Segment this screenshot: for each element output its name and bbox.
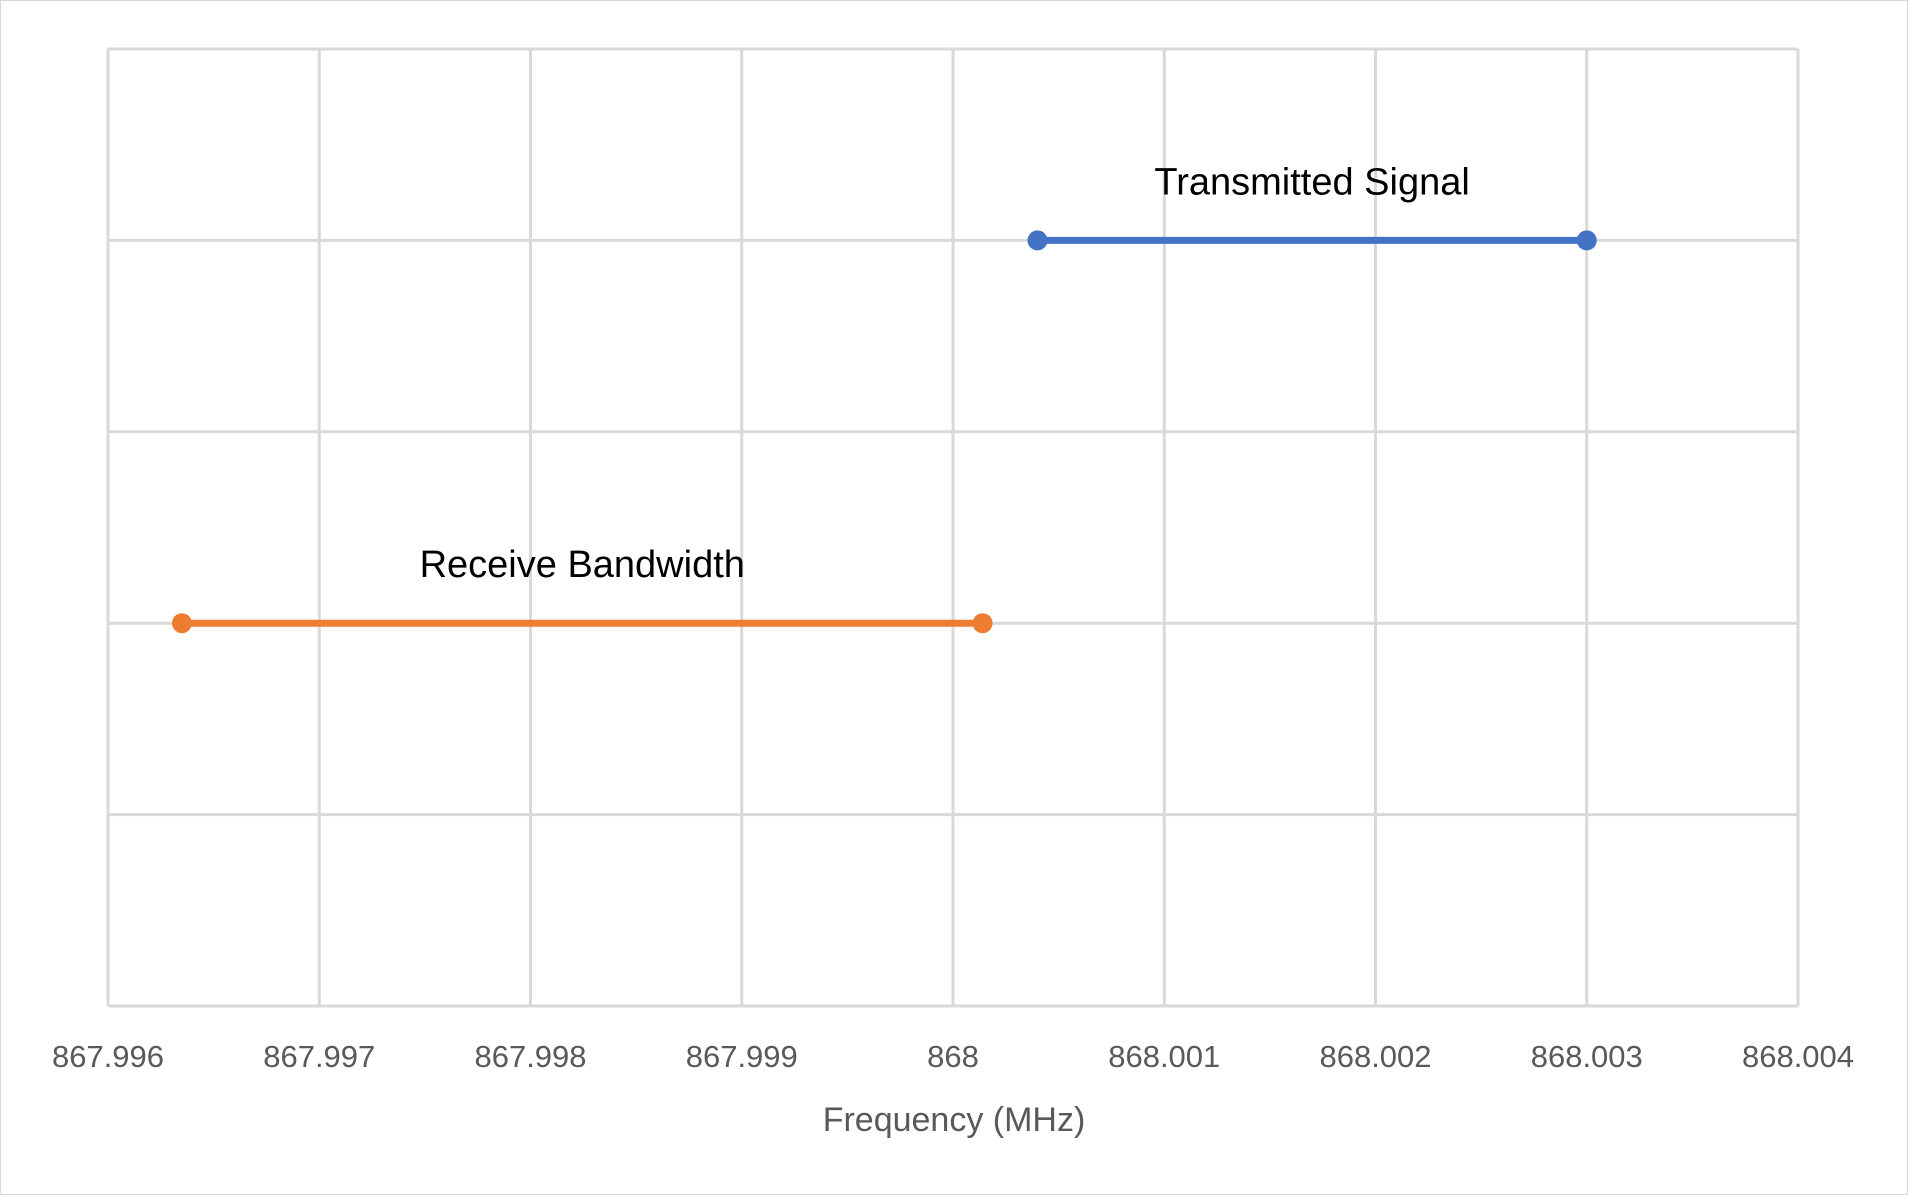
transmitted-signal-point (1027, 230, 1048, 251)
x-tick-label: 868.004 (1742, 1039, 1854, 1074)
transmitted-signal-point (1576, 230, 1597, 251)
x-tick-labels: 867.996 867.997 867.998 867.999 868 868.001 86… (52, 1039, 1854, 1074)
receive-bandwidth-point (171, 613, 192, 634)
receive-bandwidth-point (972, 613, 993, 634)
x-axis-title: Frequency (MHz) (823, 1101, 1086, 1139)
x-tick-label: 868 (927, 1039, 979, 1074)
x-tick-label: 868.002 (1319, 1039, 1431, 1074)
x-tick-label: 868.001 (1108, 1039, 1220, 1074)
x-tick-label: 867.998 (474, 1039, 586, 1074)
series-layer: Transmitted Signal Receive Bandwidth (171, 161, 1597, 634)
transmitted-signal-label: Transmitted Signal (1154, 161, 1469, 203)
x-tick-label: 867.996 (52, 1039, 164, 1074)
x-tick-label: 867.997 (263, 1039, 375, 1074)
gridlines (106, 47, 1800, 1008)
x-tick-label: 867.999 (686, 1039, 798, 1074)
x-tick-label: 868.003 (1531, 1039, 1643, 1074)
receive-bandwidth-label: Receive Bandwidth (420, 544, 745, 586)
